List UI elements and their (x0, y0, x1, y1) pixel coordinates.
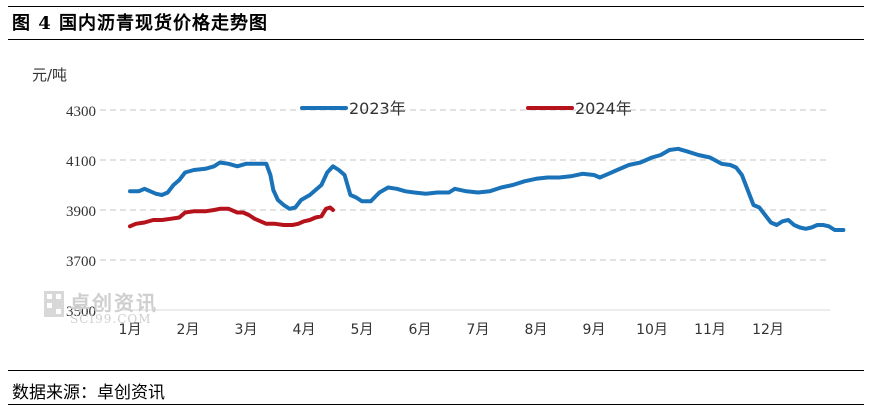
y-axis-title: 元/吨 (32, 66, 67, 84)
top-rule (8, 6, 864, 7)
x-tick-label: 12月 (752, 322, 784, 338)
y-tick-label: 4300 (66, 104, 96, 120)
footer-rule (8, 370, 864, 371)
x-tick-label: 4月 (293, 322, 316, 338)
x-tick-label: 8月 (525, 322, 548, 338)
y-tick-label: 4100 (66, 154, 96, 170)
y-tick-label: 3500 (66, 304, 96, 320)
watermark-url: SCI99.COM (70, 312, 152, 326)
y-tick-label: 3900 (66, 204, 96, 220)
legend: 2023年 2024年 (300, 99, 632, 118)
x-tick-label: 1月 (119, 322, 142, 338)
legend-label-0: 2023年 (349, 99, 406, 118)
x-tick-label: 2月 (177, 322, 200, 338)
legend-label-1: 2024年 (575, 99, 632, 118)
x-tick-label: 5月 (351, 322, 374, 338)
data-source: 数据来源：卓创资讯 (12, 383, 165, 403)
watermark-logo (44, 291, 64, 317)
series-line-1 (128, 205, 335, 229)
x-tick-label: 7月 (467, 322, 490, 338)
y-tick-label: 3700 (66, 254, 96, 270)
x-tick-label: 10月 (636, 322, 668, 338)
x-tick-label: 9月 (583, 322, 606, 338)
watermark-name: 卓创资讯 (70, 291, 158, 315)
x-tick-label: 11月 (694, 322, 726, 338)
x-tick-label: 3月 (235, 322, 258, 338)
figure-title: 图 4 国内沥青现货价格走势图 (12, 13, 269, 34)
title-rule (8, 39, 864, 40)
series-lines (128, 146, 846, 232)
axis: 3500 3700 3900 4100 4300 元/吨 1月 2月 3月 4月 5月 6月 7月 8月 9… (32, 66, 830, 338)
grid-lines (100, 109, 830, 261)
bottom-rule (8, 404, 864, 405)
series-line-0 (128, 146, 846, 232)
x-tick-label: 6月 (409, 322, 432, 338)
